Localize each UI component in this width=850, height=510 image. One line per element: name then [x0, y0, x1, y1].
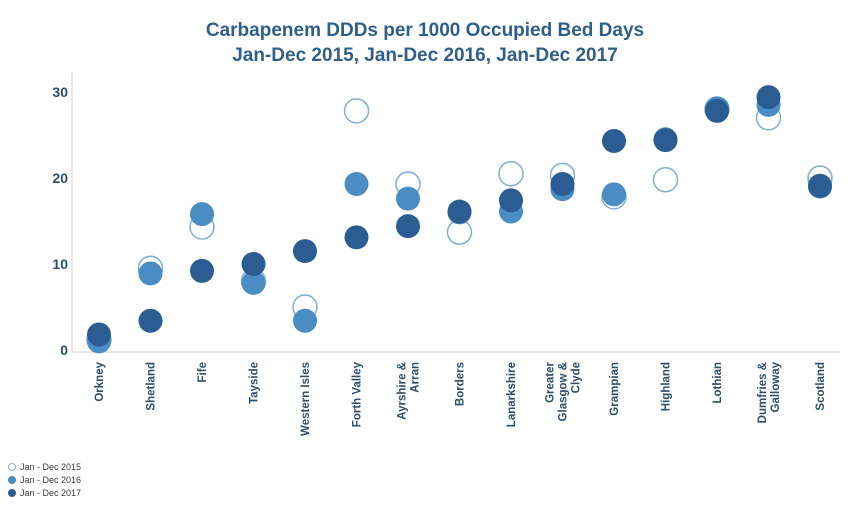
- legend: Jan - Dec 2015 Jan - Dec 2016 Jan - Dec …: [8, 460, 81, 499]
- x-tick-label: Lothian: [712, 362, 724, 404]
- point-2017: [499, 188, 523, 213]
- point-2017: [705, 98, 729, 123]
- x-tick-label: Western Isles: [300, 362, 312, 436]
- chart-title-line-2: Jan-Dec 2015, Jan-Dec 2016, Jan-Dec 2017: [232, 45, 618, 66]
- x-tick-label: Grampian: [609, 362, 621, 416]
- legend-item-2015: Jan - Dec 2015: [8, 460, 81, 473]
- data-points: [86, 85, 833, 354]
- x-tick-labels: Orkney Shetland Fife Tayside Western Isles Fo…: [94, 361, 827, 436]
- legend-marker-2017: [8, 488, 16, 497]
- point-2017: [293, 239, 317, 264]
- point-2017: [396, 214, 420, 239]
- x-tick-label: Dumfries &Galloway: [757, 361, 782, 423]
- point-2017: [344, 225, 369, 250]
- point-2017: [756, 85, 781, 110]
- y-tick-label: 30: [52, 84, 68, 100]
- point-2017: [190, 258, 214, 283]
- x-tick-label: Lanarkshire: [506, 362, 518, 427]
- point-2017: [138, 308, 163, 333]
- legend-item-2017: Jan - Dec 2017: [8, 486, 81, 499]
- point-2016: [241, 270, 266, 295]
- point-2016: [396, 186, 420, 211]
- point-2016: [602, 182, 626, 207]
- point-2016: [138, 261, 163, 286]
- x-tick-label: Orkney: [94, 361, 106, 401]
- point-2015: [498, 160, 524, 187]
- point-2015: [652, 166, 679, 193]
- point-2017: [447, 199, 472, 224]
- legend-marker-2016: [8, 475, 16, 484]
- point-2017: [808, 173, 832, 198]
- point-2017: [602, 129, 626, 154]
- x-tick-label: Scotland: [815, 362, 827, 411]
- y-tick-label: 20: [52, 170, 68, 186]
- legend-label-2017: Jan - Dec 2017: [20, 487, 82, 498]
- point-2016: [293, 308, 317, 333]
- point-2017: [550, 172, 575, 197]
- x-tick-label: Tayside: [249, 362, 261, 404]
- chart-title-line-1: Carbapenem DDDs per 1000 Occupied Bed Da…: [206, 20, 644, 41]
- legend-label-2016: Jan - Dec 2016: [20, 474, 82, 485]
- x-tick-label: Forth Valley: [352, 361, 364, 427]
- y-tick-labels: 0 10 20 30: [52, 84, 68, 358]
- x-tick-label: Shetland: [146, 362, 158, 411]
- point-2017: [87, 322, 111, 347]
- x-tick-label: Ayrshire &Arran: [397, 362, 422, 420]
- legend-label-2015: Jan - Dec 2015: [20, 461, 82, 472]
- point-2016: [190, 202, 214, 227]
- x-tick-label: Fife: [197, 362, 209, 382]
- point-2015: [343, 98, 370, 124]
- legend-marker-2015: [8, 462, 16, 471]
- x-tick-label: Highland: [661, 362, 673, 411]
- legend-item-2016: Jan - Dec 2016: [8, 473, 81, 486]
- point-2017: [653, 128, 678, 153]
- y-tick-label: 0: [60, 342, 68, 358]
- x-tick-label: GreaterGlasgow &Clyde: [545, 361, 583, 421]
- y-tick-label: 10: [52, 256, 68, 272]
- point-2017: [241, 252, 266, 276]
- x-tick-label: Borders: [455, 362, 467, 406]
- point-2016: [344, 172, 369, 197]
